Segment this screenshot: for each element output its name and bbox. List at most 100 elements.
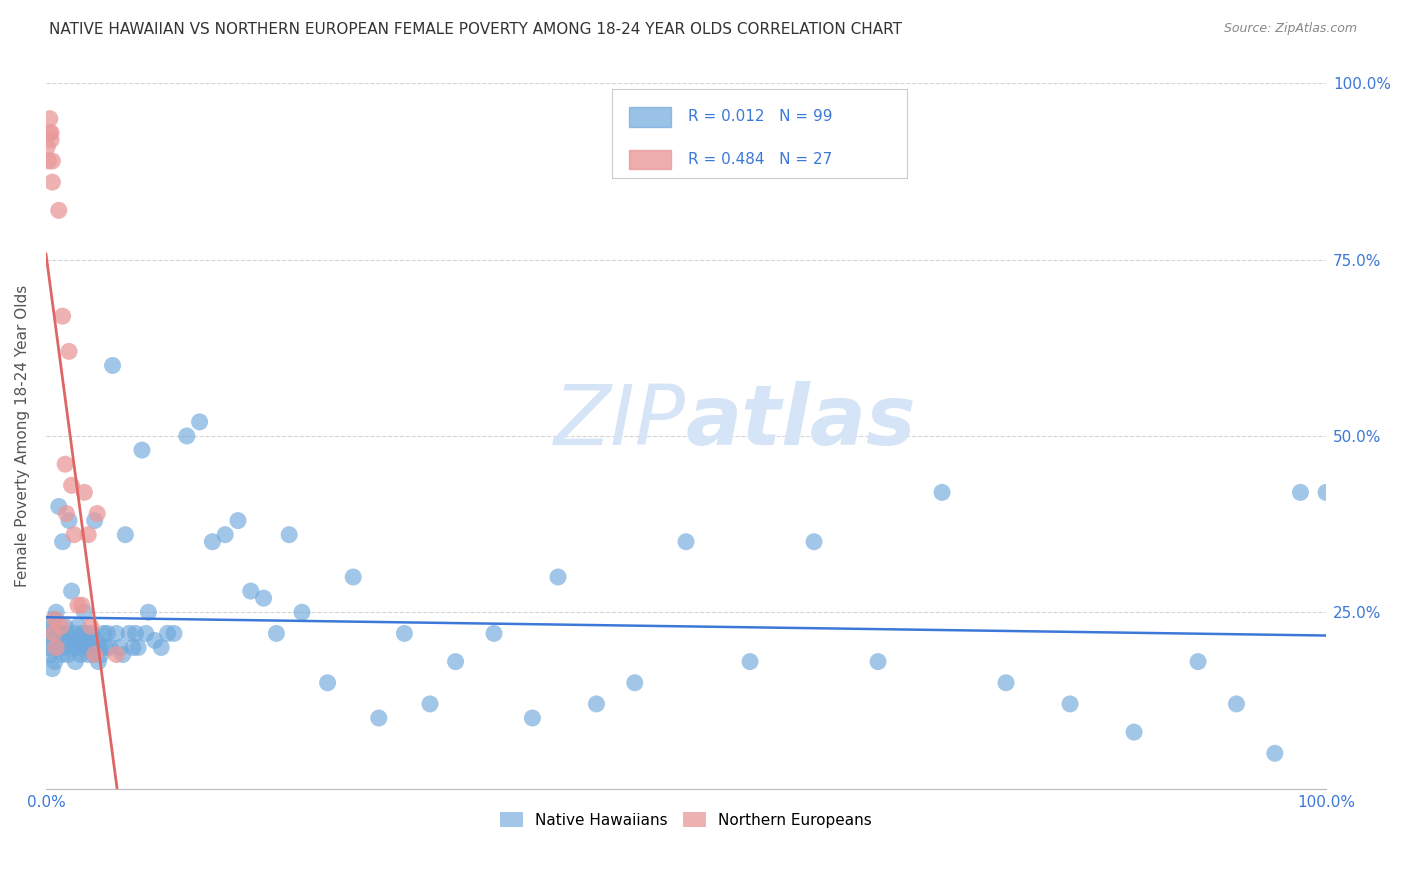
- Point: [278, 527, 301, 541]
- Point: [73, 485, 96, 500]
- Point: [62, 640, 84, 655]
- Point: [80, 626, 103, 640]
- Point: [135, 626, 157, 640]
- Point: [80, 619, 103, 633]
- Point: [188, 415, 211, 429]
- Point: [69, 648, 91, 662]
- Point: [55, 626, 77, 640]
- Point: [252, 591, 274, 606]
- Point: [482, 626, 505, 640]
- Point: [48, 500, 70, 514]
- Point: [39, 619, 62, 633]
- Point: [70, 598, 93, 612]
- Point: [58, 514, 80, 528]
- Point: [41, 633, 63, 648]
- Point: [77, 527, 100, 541]
- Point: [131, 443, 153, 458]
- Point: [65, 655, 87, 669]
- Point: [163, 626, 186, 640]
- Legend: Native Hawaiians, Northern Europeans: Native Hawaiians, Northern Europeans: [494, 805, 879, 834]
- Point: [931, 485, 953, 500]
- Point: [45, 640, 67, 655]
- Point: [51, 648, 73, 662]
- Point: [55, 507, 77, 521]
- Text: NATIVE HAWAIIAN VS NORTHERN EUROPEAN FEMALE POVERTY AMONG 18-24 YEAR OLDS CORREL: NATIVE HAWAIIAN VS NORTHERN EUROPEAN FEM…: [49, 22, 903, 37]
- Point: [63, 626, 86, 640]
- Point: [38, 153, 60, 168]
- Y-axis label: Female Poverty Among 18-24 Year Olds: Female Poverty Among 18-24 Year Olds: [15, 285, 30, 587]
- Point: [122, 640, 145, 655]
- Point: [394, 626, 416, 640]
- Point: [86, 507, 108, 521]
- Point: [44, 655, 66, 669]
- Point: [1315, 485, 1337, 500]
- Point: [226, 514, 249, 528]
- Point: [67, 640, 90, 655]
- Point: [72, 633, 94, 648]
- Point: [46, 640, 69, 655]
- Point: [66, 619, 89, 633]
- Point: [675, 534, 697, 549]
- Point: [87, 655, 110, 669]
- Point: [98, 640, 121, 655]
- Point: [93, 626, 115, 640]
- Point: [1264, 746, 1286, 760]
- Text: R = 0.012   N = 99: R = 0.012 N = 99: [689, 110, 832, 124]
- Point: [1123, 725, 1146, 739]
- Point: [76, 626, 98, 640]
- Point: [66, 633, 89, 648]
- Text: R = 0.484   N = 27: R = 0.484 N = 27: [689, 153, 832, 167]
- Point: [127, 640, 149, 655]
- Point: [803, 534, 825, 549]
- Point: [80, 640, 103, 655]
- Point: [52, 534, 75, 549]
- Point: [124, 626, 146, 640]
- Point: [75, 640, 97, 655]
- Point: [37, 140, 59, 154]
- Point: [101, 359, 124, 373]
- Point: [1225, 697, 1247, 711]
- Point: [89, 640, 111, 655]
- Point: [111, 648, 134, 662]
- Point: [547, 570, 569, 584]
- Point: [42, 612, 65, 626]
- Point: [38, 112, 60, 126]
- Point: [90, 648, 112, 662]
- Point: [37, 626, 59, 640]
- Point: [39, 126, 62, 140]
- Point: [77, 648, 100, 662]
- Bar: [630, 107, 671, 127]
- Point: [48, 203, 70, 218]
- Point: [59, 633, 82, 648]
- Point: [419, 697, 441, 711]
- Point: [1187, 655, 1209, 669]
- Point: [41, 153, 63, 168]
- Point: [41, 662, 63, 676]
- Point: [624, 675, 647, 690]
- Point: [83, 514, 105, 528]
- Point: [41, 175, 63, 189]
- Point: [79, 633, 101, 648]
- Point: [143, 633, 166, 648]
- Point: [150, 640, 173, 655]
- Point: [38, 126, 60, 140]
- Point: [38, 640, 60, 655]
- Point: [70, 626, 93, 640]
- Point: [44, 612, 66, 626]
- Point: [58, 344, 80, 359]
- Point: [60, 478, 83, 492]
- Point: [52, 633, 75, 648]
- Text: atlas: atlas: [686, 382, 917, 462]
- Point: [291, 605, 314, 619]
- Text: ZIP: ZIP: [554, 382, 686, 462]
- Point: [39, 133, 62, 147]
- Point: [42, 626, 65, 640]
- Point: [1059, 697, 1081, 711]
- Point: [201, 534, 224, 549]
- Point: [118, 626, 141, 640]
- Point: [49, 626, 72, 640]
- Point: [56, 648, 79, 662]
- Point: [239, 584, 262, 599]
- Point: [114, 527, 136, 541]
- Point: [105, 648, 128, 662]
